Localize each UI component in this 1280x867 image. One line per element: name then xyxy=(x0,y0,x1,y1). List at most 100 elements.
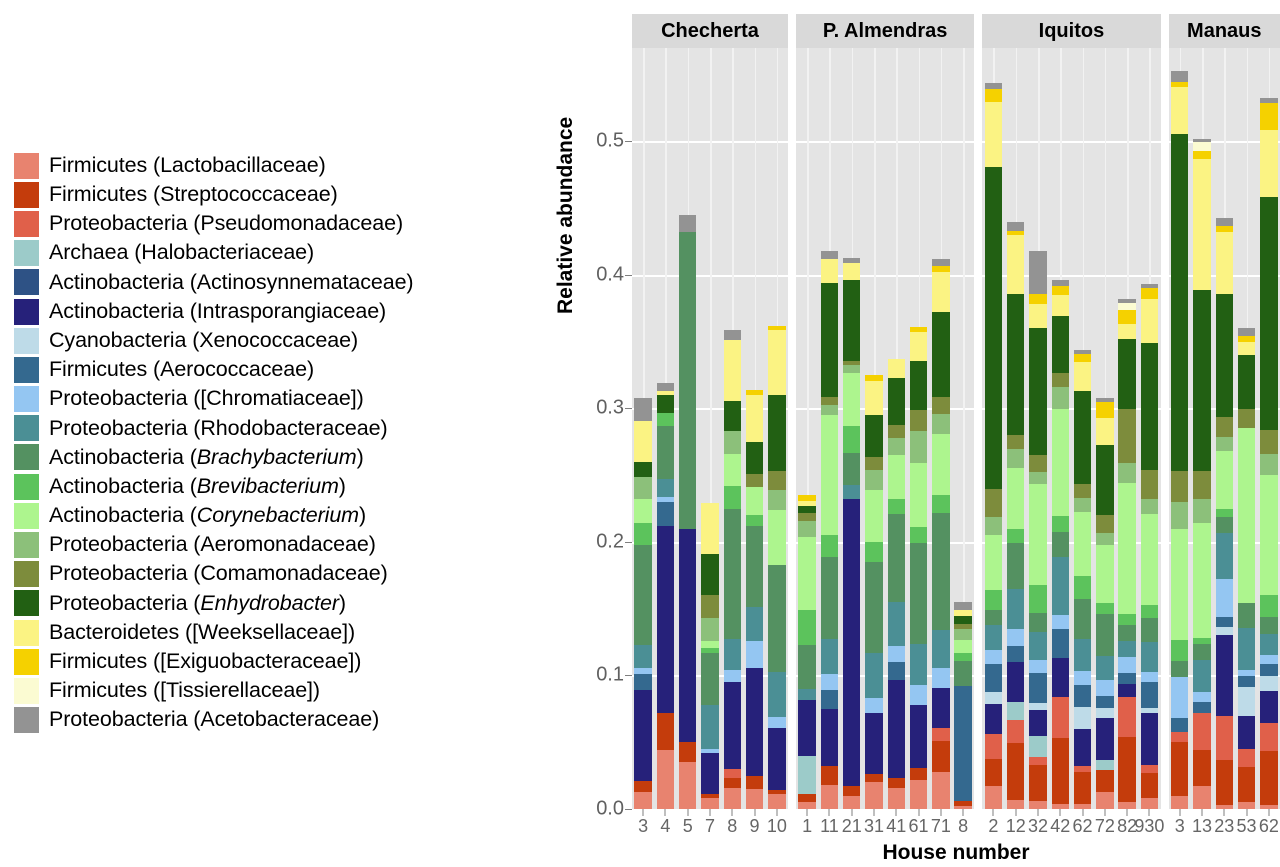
bar-group xyxy=(1169,48,1280,809)
bar-segment xyxy=(723,485,741,509)
bar-segment xyxy=(768,471,786,490)
stacked-bar[interactable] xyxy=(984,82,1003,809)
stacked-bar[interactable] xyxy=(701,503,719,809)
bar-segment xyxy=(1073,391,1092,485)
bar-segment xyxy=(843,364,861,373)
stacked-bar[interactable] xyxy=(1007,221,1025,809)
stacked-bar[interactable] xyxy=(656,383,675,809)
x-axis: 3 4 5 7 8 9 10 xyxy=(632,809,788,839)
y-tick-mark xyxy=(625,809,632,810)
stacked-bar[interactable] xyxy=(820,251,839,809)
bar-segment xyxy=(656,496,675,502)
bar-segment xyxy=(1140,798,1159,809)
legend-swatch xyxy=(14,444,39,471)
bar-segment xyxy=(1171,639,1189,661)
stacked-bar[interactable] xyxy=(723,329,741,809)
bar-segment xyxy=(909,409,928,432)
stacked-bar[interactable] xyxy=(1029,251,1047,809)
bar-segment xyxy=(1007,646,1025,663)
bar-segment xyxy=(1193,659,1211,692)
bar-segment xyxy=(634,780,652,792)
x-tick-mark xyxy=(962,809,964,816)
bar-segment xyxy=(887,662,905,680)
x-tick-label: 62 xyxy=(1072,816,1093,836)
bar-segment xyxy=(798,610,816,645)
bar-segment xyxy=(745,667,764,776)
stacked-bar[interactable] xyxy=(1171,70,1189,809)
bar-slot xyxy=(1213,48,1235,809)
legend-item-label: Bacteroidetes ([Weeksellaceae]) xyxy=(49,619,356,644)
bar-segment xyxy=(1051,803,1069,809)
stacked-bar[interactable] xyxy=(1215,217,1233,809)
bar-segment xyxy=(1260,723,1278,752)
bar-slot xyxy=(907,48,929,809)
stacked-bar[interactable] xyxy=(909,327,928,809)
legend: Firmicutes (Lactobacillaceae) Firmicutes … xyxy=(14,151,534,735)
stacked-bar[interactable] xyxy=(1051,280,1069,809)
y-tick-label: 0.2 xyxy=(596,530,624,553)
bar-slot xyxy=(1094,48,1116,809)
stacked-bar[interactable] xyxy=(1118,299,1136,809)
bar-segment xyxy=(1073,576,1092,599)
bar-segment xyxy=(820,690,839,709)
facet-panels: Checherta 3 4 5 7 8 9 10 P. Almendras 1 11 21 31 41 61… xyxy=(632,14,1280,867)
x-tick-label: 32 xyxy=(1027,816,1048,836)
bar-segment xyxy=(1140,772,1159,799)
bar-segment xyxy=(1193,471,1211,500)
bar-segment xyxy=(1171,676,1189,719)
legend-item: Proteobacteria (Acetobacteraceae) xyxy=(14,706,534,735)
legend-swatch xyxy=(14,561,39,588)
legend-item: Archaea (Halobacteriaceae) xyxy=(14,239,534,268)
bar-segment xyxy=(634,420,652,462)
bar-group xyxy=(982,48,1160,809)
stacked-bar[interactable] xyxy=(1073,349,1092,809)
bar-segment xyxy=(1118,624,1136,641)
bar-slot xyxy=(1138,48,1160,809)
bar-segment xyxy=(1073,685,1092,707)
bar-segment xyxy=(1118,614,1136,625)
bar-segment xyxy=(745,487,764,516)
panel-plot-body xyxy=(982,48,1161,811)
bar-segment xyxy=(679,742,697,763)
stacked-bar[interactable] xyxy=(745,389,764,809)
y-tick-label: 0.3 xyxy=(596,396,624,419)
bar-segment xyxy=(1029,765,1047,802)
bar-segment xyxy=(954,628,972,640)
stacked-bar[interactable] xyxy=(1096,397,1114,809)
y-tick-mark xyxy=(625,274,632,276)
x-tick-label: 71 xyxy=(930,816,951,836)
stacked-bar[interactable] xyxy=(887,359,905,809)
stacked-bar[interactable] xyxy=(798,495,816,809)
stacked-bar[interactable] xyxy=(679,214,697,809)
stacked-bar[interactable] xyxy=(865,375,883,809)
bar-segment xyxy=(768,329,786,396)
bar-segment xyxy=(768,489,786,510)
bar-segment xyxy=(1118,696,1136,737)
stacked-bar[interactable] xyxy=(954,602,972,809)
bar-segment xyxy=(701,595,719,619)
stacked-bar[interactable] xyxy=(1193,138,1211,809)
stacked-bar[interactable] xyxy=(1237,328,1256,809)
bar-segment xyxy=(656,425,675,480)
x-tick-mark xyxy=(851,809,853,816)
bar-segment xyxy=(1073,766,1092,772)
bar-segment xyxy=(1215,516,1233,533)
bar-slot xyxy=(743,48,765,809)
bar-segment xyxy=(1215,805,1233,809)
stacked-bar[interactable] xyxy=(1140,284,1159,809)
stacked-bar[interactable] xyxy=(843,257,861,809)
bar-segment xyxy=(1237,627,1256,670)
bar-segment xyxy=(887,455,905,500)
stacked-bar[interactable] xyxy=(932,259,950,809)
bar-segment xyxy=(1260,654,1278,665)
bar-segment xyxy=(843,257,861,264)
legend-item-label: Firmicutes ([Tissierellaceae]) xyxy=(49,678,320,703)
facet-panel-checherta: Checherta 3 4 5 7 8 9 10 xyxy=(632,14,788,867)
bar-segment xyxy=(723,670,741,683)
bar-segment xyxy=(1140,470,1159,500)
bar-segment xyxy=(1096,401,1114,418)
gridline-horizontal xyxy=(796,809,975,811)
stacked-bar[interactable] xyxy=(768,325,786,809)
stacked-bar[interactable] xyxy=(634,397,652,809)
stacked-bar[interactable] xyxy=(1260,97,1278,809)
